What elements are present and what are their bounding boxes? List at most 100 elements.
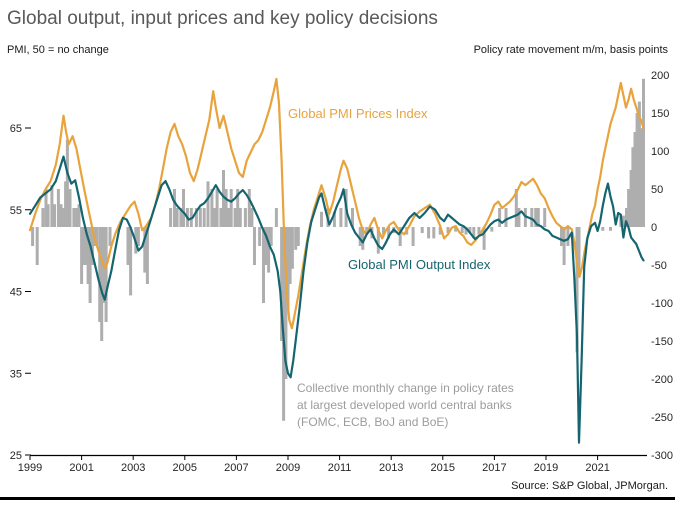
policy-rate-bar [365, 227, 369, 234]
policy-rate-bar [258, 227, 262, 246]
policy-rate-bar [637, 101, 641, 227]
global-pmi-prices-index [28, 77, 645, 330]
policy-rate-bar [84, 227, 88, 265]
policy-rate-bar [398, 227, 402, 246]
policy-rate-bar [387, 227, 391, 239]
policy-rate-bar [210, 189, 214, 227]
policy-rate-bar [280, 227, 284, 341]
policy-rate-bar [464, 227, 468, 235]
policy-rate-bar [625, 208, 628, 227]
chart-title: Global output, input prices and key poli… [7, 8, 438, 29]
policy-rate-bar [482, 227, 486, 250]
policy-rate-bar [56, 189, 60, 227]
right-tick-label: -50 [651, 260, 667, 272]
policy-rate-bar [468, 227, 472, 234]
policy-rate-bar [136, 227, 140, 246]
x-tick-label: 2017 [482, 462, 506, 474]
policy-rate-bar [601, 227, 605, 231]
policy-rate-bar [77, 204, 81, 227]
policy-note-line-3: (FOMC, ECB, BoJ and BoE) [297, 415, 448, 429]
policy-rate-bar [247, 189, 251, 227]
right-tick-label: 0 [651, 222, 657, 234]
policy-rate-bar [262, 227, 265, 303]
policy-rate-bar [288, 227, 292, 284]
policy-rate-bar [575, 227, 579, 353]
x-tick-label: 2021 [585, 462, 609, 474]
policy-rate-bar [498, 208, 502, 227]
policy-rate-bar [517, 208, 521, 227]
policy-rate-bar [143, 227, 147, 273]
policy-rate-bar [65, 139, 69, 227]
right-axis-caption: Policy rate movement m/m, basis points [474, 44, 669, 56]
policy-rate-bar [454, 227, 458, 232]
policy-rate-bar [44, 189, 48, 227]
policy-rate-bar [175, 208, 179, 227]
policy-rate-bar [202, 208, 206, 227]
policy-rate-bar [64, 181, 68, 227]
policy-rate-bar [627, 189, 631, 227]
policy-rate-bar [86, 227, 90, 284]
policy-rate-bar [640, 128, 643, 227]
policy-rate-bar [126, 227, 130, 265]
policy-rate-bar [82, 227, 86, 265]
plot-area: 1999 2001 2003 2005 2007 2009 2011 2013 2015 2017… [10, 70, 673, 474]
x-tick-label: 2011 [328, 462, 352, 474]
x-tick-label: 2009 [276, 462, 300, 474]
policy-rate-bar [523, 208, 527, 227]
policy-rate-bar [90, 227, 94, 265]
policy-rate-bar [80, 227, 84, 284]
policy-rate-bar [100, 227, 104, 341]
policy-rate-bar [420, 227, 424, 234]
policy-rate-bars [31, 78, 645, 421]
right-tick-label: -150 [651, 336, 673, 348]
policy-rate-bar [351, 208, 354, 227]
x-tick-label: 2019 [534, 462, 558, 474]
policy-rate-bar [59, 204, 63, 227]
policy-rate-bar [642, 78, 645, 227]
right-tick-label: 150 [651, 108, 669, 120]
policy-rate-bar [182, 189, 185, 227]
policy-rate-bar [88, 227, 92, 303]
policy-rate-bar [514, 189, 518, 227]
left-tick-label: 65 [10, 123, 22, 135]
policy-rate-bar [222, 170, 225, 227]
policy-rate-bar [432, 227, 436, 239]
left-tick-label: 55 [10, 205, 22, 217]
policy-rate-bar [633, 132, 637, 227]
policy-rate-bar [411, 227, 415, 246]
policy-rate-bar [68, 189, 72, 227]
right-tick-label: 50 [651, 184, 663, 196]
policy-rate-bar [198, 208, 202, 227]
left-axis-caption: PMI, 50 = no change [7, 44, 109, 56]
policy-rate-bar [213, 208, 216, 227]
policy-rate-bar [477, 227, 481, 235]
policy-rate-bar [361, 227, 365, 250]
policy-rate-bar [332, 211, 336, 227]
policy-rate-bar [264, 227, 268, 265]
policy-rate-bar [635, 113, 639, 227]
prices-series-label: Global PMI Prices Index [288, 106, 428, 121]
x-tick-label: 2003 [121, 462, 145, 474]
policy-rate-bar [376, 227, 380, 254]
policy-rate-bar [53, 204, 56, 227]
bottom-rule [0, 497, 675, 500]
policy-rate-bar [621, 215, 625, 227]
policy-note-line-1: Collective monthly change in policy rate… [297, 381, 514, 395]
policy-rate-bar [233, 208, 237, 227]
policy-rate-bar [543, 208, 547, 227]
policy-rate-bar [530, 208, 534, 227]
x-tick-label: 2007 [224, 462, 248, 474]
policy-rate-bar [358, 227, 362, 246]
left-tick-label: 25 [10, 450, 22, 462]
x-tick-label: 1999 [18, 462, 42, 474]
policy-rate-bar [339, 208, 343, 227]
policy-rate-bar [631, 147, 635, 227]
policy-rate-bar [194, 208, 198, 227]
policy-rate-bar [179, 208, 183, 227]
policy-rate-bar [290, 227, 294, 269]
policy-rate-bar [577, 227, 581, 277]
policy-rate-bar [427, 227, 431, 239]
right-tick-label: 200 [651, 70, 669, 82]
